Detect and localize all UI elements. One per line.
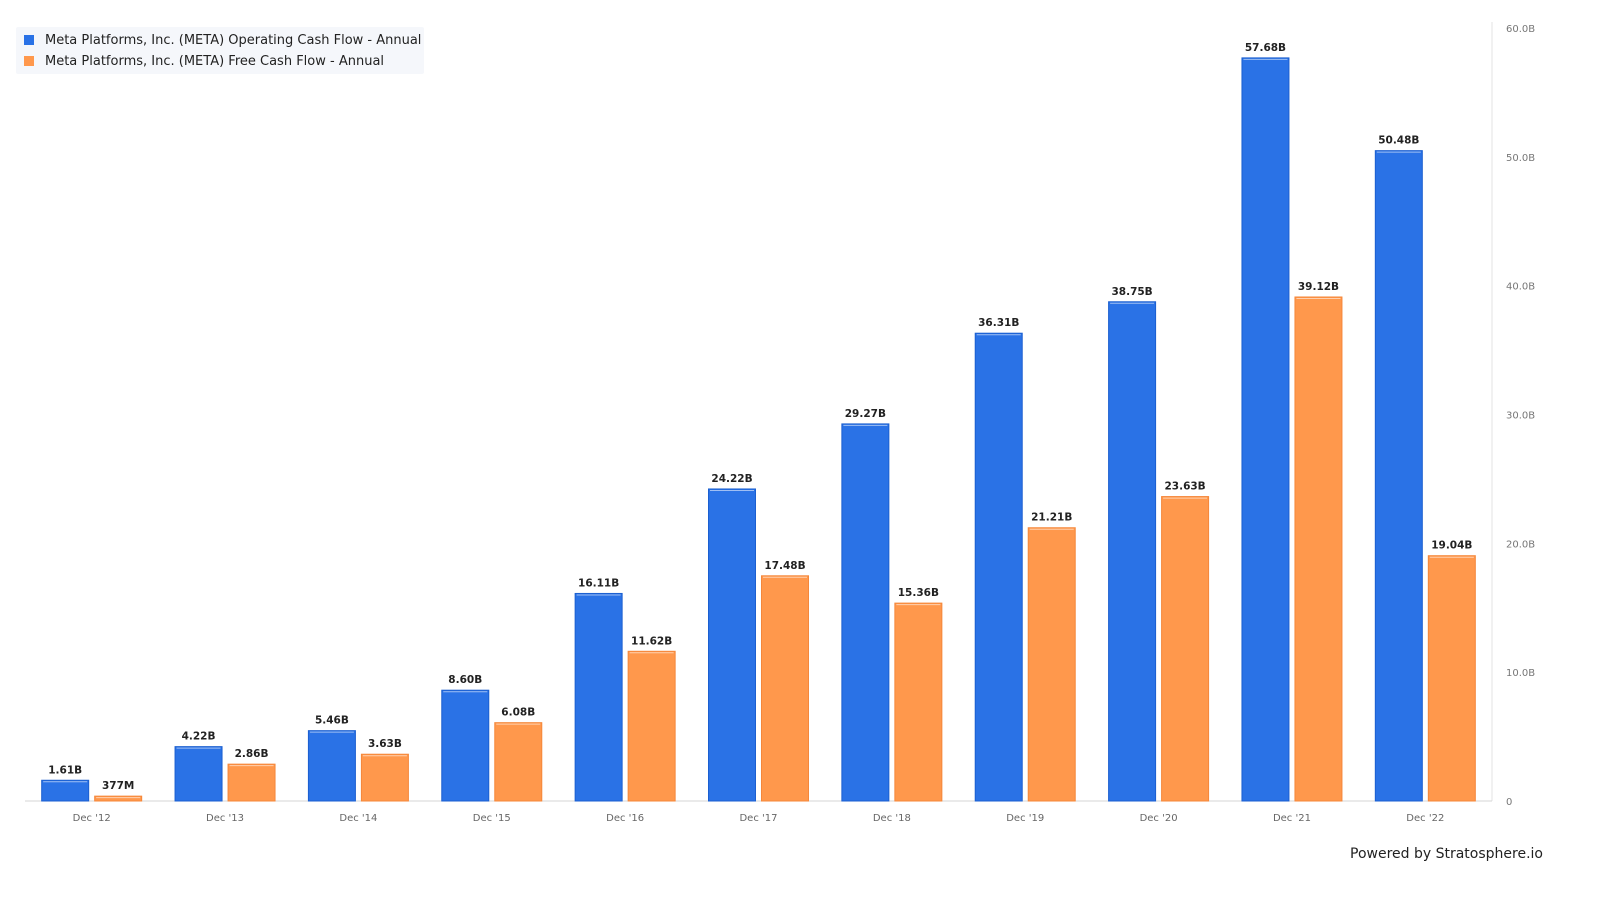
data-label-free-cash-flow: 21.21B [1031, 512, 1072, 524]
bar-operating-cash-flow[interactable] [41, 779, 90, 802]
bar-operating-cash-flow[interactable] [307, 730, 356, 802]
bar-free-cash-flow[interactable] [494, 722, 543, 802]
bar-free-cash-flow[interactable] [360, 753, 409, 802]
bar-operating-cash-flow[interactable] [574, 592, 623, 802]
data-label-operating-cash-flow: 4.22B [182, 731, 216, 743]
x-tick-label: Dec '22 [1406, 813, 1444, 824]
bar-operating-cash-flow[interactable] [441, 689, 490, 802]
bar-free-cash-flow[interactable] [1027, 527, 1076, 802]
legend-item-operating-cash-flow[interactable]: Meta Platforms, Inc. (META) Operating Ca… [24, 30, 421, 50]
data-label-free-cash-flow: 6.08B [501, 707, 535, 719]
data-label-operating-cash-flow: 5.46B [315, 715, 349, 727]
x-tick-label: Dec '15 [473, 813, 511, 824]
data-label-operating-cash-flow: 38.75B [1111, 286, 1152, 298]
x-tick-label: Dec '18 [873, 813, 911, 824]
bar-operating-cash-flow[interactable] [708, 488, 756, 802]
data-label-free-cash-flow: 39.12B [1298, 281, 1339, 293]
y-tick-label: 50.0B [1506, 153, 1535, 164]
bar-free-cash-flow[interactable] [627, 650, 676, 802]
bar-free-cash-flow[interactable] [1161, 496, 1210, 802]
bar-operating-cash-flow[interactable] [174, 746, 223, 802]
bar-free-cash-flow[interactable] [1427, 555, 1476, 802]
legend-swatch-operating-cash-flow [24, 35, 34, 45]
x-tick-label: Dec '20 [1140, 813, 1178, 824]
x-tick-label: Dec '16 [606, 813, 644, 824]
y-tick-label: 10.0B [1506, 668, 1535, 679]
powered-by-credit[interactable]: Powered by Stratosphere.io [1350, 846, 1543, 862]
x-tick-label: Dec '17 [739, 813, 777, 824]
bar-operating-cash-flow[interactable] [1108, 301, 1157, 802]
y-tick-label: 30.0B [1506, 411, 1535, 422]
data-label-free-cash-flow: 15.36B [898, 587, 939, 599]
data-label-free-cash-flow: 2.86B [235, 748, 269, 760]
bar-operating-cash-flow[interactable] [1374, 150, 1423, 802]
y-tick-label: 60.0B [1506, 24, 1535, 35]
data-label-operating-cash-flow: 1.61B [48, 764, 82, 776]
bar-operating-cash-flow[interactable] [1241, 57, 1290, 802]
data-label-operating-cash-flow: 36.31B [978, 317, 1019, 329]
x-tick-label: Dec '13 [206, 813, 244, 824]
x-tick-label: Dec '12 [73, 813, 111, 824]
data-label-operating-cash-flow: 8.60B [448, 674, 482, 686]
data-label-operating-cash-flow: 29.27B [845, 408, 886, 420]
legend-swatch-free-cash-flow [24, 56, 34, 66]
legend-item-free-cash-flow[interactable]: Meta Platforms, Inc. (META) Free Cash Fl… [24, 51, 384, 71]
legend-label-free-cash-flow: Meta Platforms, Inc. (META) Free Cash Fl… [45, 53, 385, 69]
bar-free-cash-flow[interactable] [894, 602, 943, 802]
bar-free-cash-flow[interactable] [1294, 296, 1343, 802]
x-tick-label: Dec '14 [339, 813, 377, 824]
legend-label-operating-cash-flow: Meta Platforms, Inc. (META) Operating Ca… [45, 32, 422, 48]
data-label-free-cash-flow: 19.04B [1431, 540, 1472, 552]
bar-operating-cash-flow[interactable] [974, 332, 1023, 802]
data-label-operating-cash-flow: 24.22B [711, 473, 752, 485]
bar-free-cash-flow[interactable] [94, 795, 143, 802]
legend: Meta Platforms, Inc. (META) Operating Ca… [16, 27, 424, 74]
data-label-operating-cash-flow: 57.68B [1245, 42, 1286, 54]
x-tick-label: Dec '21 [1273, 813, 1311, 824]
y-tick-label: 0 [1506, 797, 1512, 808]
bar-operating-cash-flow[interactable] [841, 423, 890, 802]
data-label-free-cash-flow: 23.63B [1164, 481, 1205, 493]
data-label-free-cash-flow: 377M [102, 780, 134, 792]
data-label-operating-cash-flow: 16.11B [578, 577, 619, 589]
bar-free-cash-flow[interactable] [227, 763, 276, 802]
data-label-free-cash-flow: 3.63B [368, 738, 402, 750]
y-tick-label: 20.0B [1506, 539, 1535, 550]
y-tick-label: 40.0B [1506, 282, 1535, 293]
bar-free-cash-flow[interactable] [761, 575, 809, 802]
data-label-operating-cash-flow: 50.48B [1378, 135, 1419, 147]
data-label-free-cash-flow: 11.62B [631, 635, 672, 647]
data-label-free-cash-flow: 17.48B [764, 560, 805, 572]
x-tick-label: Dec '19 [1006, 813, 1044, 824]
